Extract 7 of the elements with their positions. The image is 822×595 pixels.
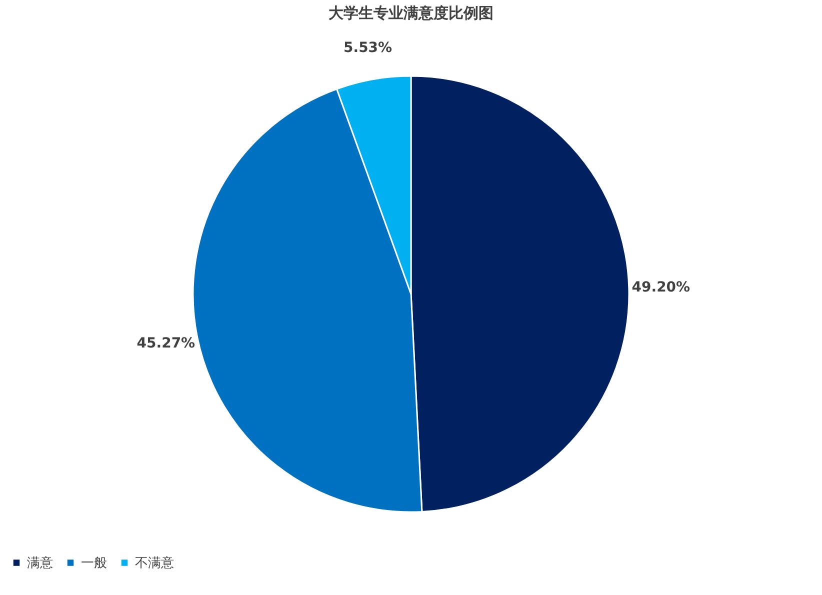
data-label: 5.53% [343,40,392,56]
data-label: 45.27% [136,335,196,352]
legend-label: 不满意 [135,556,174,571]
legend-label: 满意 [27,556,53,571]
chart-title: 大学生专业满意度比例图 [328,4,494,22]
legend-label: 一般 [81,556,107,571]
data-label: 49.20% [632,280,690,296]
